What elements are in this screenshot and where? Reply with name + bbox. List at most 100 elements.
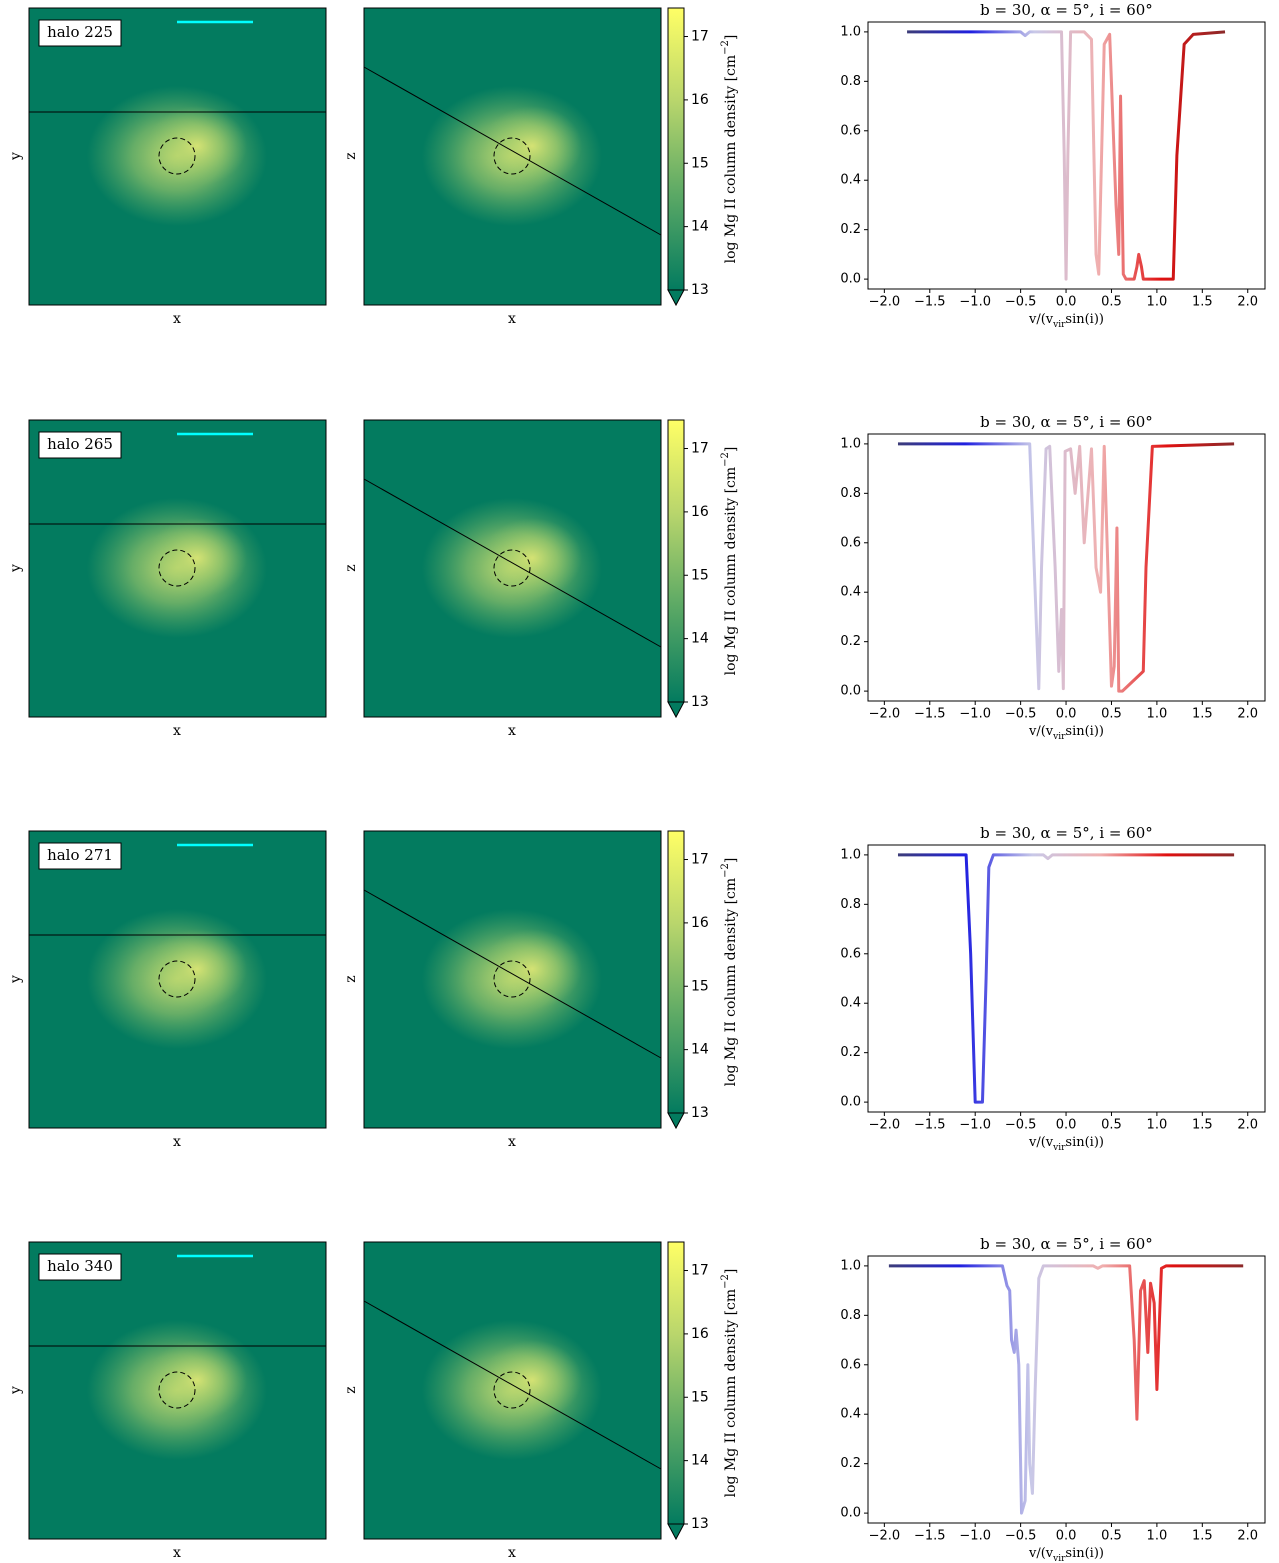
colorbar-label-part: ]	[723, 35, 739, 40]
y-tick-label: 0.8	[840, 74, 861, 89]
sightline	[363, 66, 662, 236]
chart-title: b = 30, α = 5°, i = 60°	[980, 1, 1153, 19]
gas-emission	[482, 1340, 582, 1420]
virial-circle	[158, 960, 196, 998]
colorbar-label-part: −2	[720, 863, 731, 878]
x-axis-label: x	[173, 1545, 181, 1561]
x-tick-label: 2.0	[1237, 295, 1258, 310]
virial-circle	[158, 137, 196, 175]
colorbar-tick-label: 17	[691, 852, 709, 868]
colorbar-tick-label: 14	[691, 1453, 709, 1469]
y-axis-label: z	[343, 152, 359, 159]
virial-circle	[158, 549, 196, 587]
gas-emission	[482, 106, 582, 186]
x-axis-label: v/(vvirsin(i))	[1028, 1546, 1104, 1563]
x-tick-label: −1.0	[959, 707, 991, 722]
x-tick-label: 1.0	[1147, 1118, 1168, 1133]
virial-circle	[158, 1371, 196, 1409]
y-tick-label: 0.6	[840, 123, 861, 138]
x-axis-label: x	[508, 1545, 516, 1561]
x-axis-label-part: sin(i))	[1065, 312, 1104, 327]
x-tick-label: −2.0	[869, 295, 901, 310]
x-tick-label: 0.5	[1101, 1529, 1122, 1544]
sightline	[363, 1300, 662, 1470]
colorbar-extend	[667, 289, 685, 307]
colorbar-tick-label: 15	[691, 1389, 709, 1405]
colorbar-label-part: log Mg II column density [cm	[723, 467, 739, 676]
x-axis-label-part: v/(v	[1028, 1135, 1054, 1150]
colorbar-tick-label: 13	[691, 1105, 709, 1121]
x-axis-label-part: vir	[1052, 1554, 1066, 1563]
colorbar-tick-label: 13	[691, 282, 709, 298]
x-axis-label-part: vir	[1052, 320, 1066, 330]
x-axis-label-part: sin(i))	[1065, 724, 1104, 739]
y-tick-label: 1.0	[840, 24, 861, 39]
colorbar-tick-label: 15	[691, 155, 709, 171]
x-axis-label: x	[508, 311, 516, 327]
x-tick-label: −2.0	[869, 1118, 901, 1133]
gas-emission	[147, 106, 247, 186]
x-tick-label: 0.5	[1101, 1118, 1122, 1133]
colorbar	[667, 1241, 685, 1525]
colorbar-tick-label: 17	[691, 1263, 709, 1279]
y-tick-label: 0.0	[840, 1506, 861, 1521]
halo-label: halo 271	[47, 846, 113, 864]
x-tick-label: −1.5	[914, 295, 946, 310]
gas-emission	[147, 1340, 247, 1420]
colorbar	[667, 419, 685, 703]
x-tick-label: −1.0	[959, 1529, 991, 1544]
chart-title: b = 30, α = 5°, i = 60°	[980, 1235, 1153, 1253]
colorbar-label: log Mg II column density [cm−2]	[720, 447, 739, 676]
x-tick-label: 1.5	[1192, 1529, 1213, 1544]
virial-circle	[493, 137, 531, 175]
flux-line	[897, 442, 1235, 693]
x-tick-label: 1.5	[1192, 707, 1213, 722]
halo-label: halo 225	[47, 23, 113, 41]
colorbar-label-part: log Mg II column density [cm	[723, 1289, 739, 1498]
colorbar	[667, 7, 685, 291]
x-tick-label: 0.0	[1056, 707, 1077, 722]
colorbar-extend	[667, 1523, 685, 1541]
plot-frame	[867, 844, 1266, 1113]
colorbar-tick-label: 15	[691, 567, 709, 583]
chart-title: b = 30, α = 5°, i = 60°	[980, 824, 1153, 842]
x-tick-label: −1.0	[959, 1118, 991, 1133]
x-tick-label: 2.0	[1237, 707, 1258, 722]
colorbar	[667, 830, 685, 1114]
colorbar-tick-label: 15	[691, 978, 709, 994]
y-tick-label: 0.4	[840, 996, 861, 1011]
gas-emission	[482, 518, 582, 598]
y-axis-label: z	[343, 1386, 359, 1393]
halo-label: halo 340	[47, 1257, 113, 1275]
y-tick-label: 1.0	[840, 847, 861, 862]
y-tick-label: 1.0	[840, 436, 861, 451]
x-tick-label: 2.0	[1237, 1529, 1258, 1544]
colorbar-label-part: log Mg II column density [cm	[723, 878, 739, 1087]
y-tick-label: 0.8	[840, 1308, 861, 1323]
x-tick-label: −0.5	[1005, 707, 1037, 722]
colorbar-label-part: ]	[723, 1269, 739, 1274]
colorbar-tick-label: 13	[691, 694, 709, 710]
y-tick-label: 0.0	[840, 272, 861, 287]
plot-frame	[867, 1255, 1266, 1524]
y-axis-label: y	[8, 975, 24, 984]
colorbar-tick-label: 17	[691, 441, 709, 457]
x-axis-label: x	[173, 723, 181, 739]
x-tick-label: 0.0	[1056, 1529, 1077, 1544]
colorbar-label-part: ]	[723, 447, 739, 452]
x-axis-label-part: vir	[1052, 732, 1066, 742]
x-tick-label: −1.5	[914, 1529, 946, 1544]
y-tick-label: 0.0	[840, 684, 861, 699]
colorbar-tick-label: 14	[691, 1042, 709, 1058]
colorbar-label-part: ]	[723, 858, 739, 863]
x-tick-label: 0.5	[1101, 295, 1122, 310]
colorbar-tick-label: 17	[691, 29, 709, 45]
x-tick-label: −0.5	[1005, 295, 1037, 310]
colorbar-label: log Mg II column density [cm−2]	[720, 858, 739, 1087]
x-axis-label: v/(vvirsin(i))	[1028, 312, 1104, 330]
colorbar-label-part: −2	[720, 452, 731, 467]
x-axis-label-part: v/(v	[1028, 312, 1054, 327]
y-tick-label: 0.6	[840, 1357, 861, 1372]
virial-circle	[493, 549, 531, 587]
